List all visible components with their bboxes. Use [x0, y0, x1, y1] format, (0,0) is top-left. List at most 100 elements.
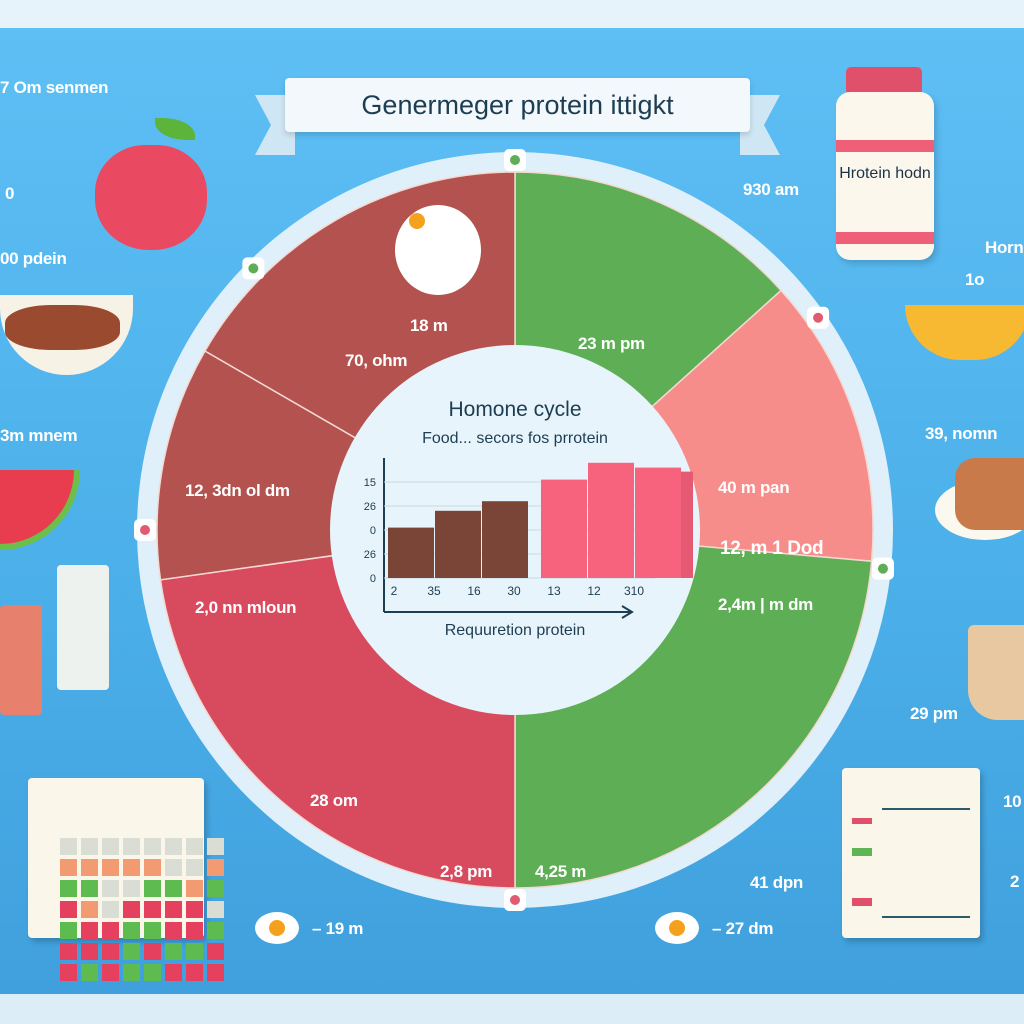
protein-bottle-icon: Hrotein hodn: [836, 92, 934, 260]
outer-label: 2: [1010, 872, 1020, 891]
x-tick-label: 13: [547, 584, 561, 598]
calendar-cell: [123, 901, 140, 918]
y-tick-label: 0: [370, 525, 376, 537]
calendar-cell: [102, 859, 119, 876]
calendar-cell: [165, 880, 182, 897]
bottom-bar: [0, 994, 1024, 1024]
bar: [482, 501, 528, 578]
y-tick-label: 0: [370, 573, 376, 585]
calendar-cell: [207, 838, 224, 855]
calendar-cell: [207, 943, 224, 960]
y-tick-label: 15: [364, 477, 376, 489]
bar: [635, 467, 681, 578]
wheel-marker-dot: [248, 263, 259, 274]
wedge-label: 40 m pan: [718, 478, 790, 497]
calendar-cell: [207, 922, 224, 939]
calendar-cell: [123, 838, 140, 855]
outer-label: 39, nomn: [925, 424, 998, 443]
calendar-cell: [102, 838, 119, 855]
x-tick-label: 35: [427, 584, 441, 598]
outer-label: – 19 m: [312, 919, 364, 938]
calendar-cell: [60, 922, 77, 939]
calendar-cell: [186, 964, 203, 981]
calendar-cell: [123, 859, 140, 876]
calendar-cell: [123, 922, 140, 939]
bar: [588, 462, 634, 578]
outer-label: 0: [5, 184, 15, 203]
calendar-cell: [81, 943, 98, 960]
calendar-cell: [60, 838, 77, 855]
calendar-cell: [81, 964, 98, 981]
x-tick-label: 12: [587, 584, 601, 598]
calendar-cell: [207, 880, 224, 897]
calendar-cell: [186, 943, 203, 960]
wheel-marker-dot: [813, 312, 824, 323]
x-tick-label: 2: [391, 584, 398, 598]
outer-label: 1o: [965, 270, 985, 289]
x-tick-label: 310: [624, 584, 644, 598]
bar: [541, 479, 587, 578]
calendar-right-icon: [842, 768, 980, 938]
leaf-icon: [155, 118, 195, 140]
calendar-cell: [165, 838, 182, 855]
jar-icon: [0, 605, 42, 715]
calendar-cell: [123, 880, 140, 897]
calendar-cell: [186, 922, 203, 939]
milk-glass-icon: [57, 565, 109, 690]
calendar-cell: [144, 943, 161, 960]
calendar-cell: [144, 859, 161, 876]
wedge-label: 2,0 nn mloun: [195, 598, 297, 617]
y-tick-label: 26: [364, 501, 376, 513]
calendar-cell: [60, 880, 77, 897]
bottle-cap: [846, 67, 922, 95]
calendar-cell: [207, 859, 224, 876]
calendar-cell: [81, 859, 98, 876]
bread-slice-icon: [955, 458, 1024, 530]
calendar-cell: [186, 859, 203, 876]
calendar-cell: [186, 838, 203, 855]
calendar-cell: [102, 943, 119, 960]
bar: [388, 527, 434, 578]
calendar-cell: [102, 901, 119, 918]
calendar-cell: [81, 838, 98, 855]
egg-icon: [655, 912, 699, 944]
outer-label: 29 pm: [910, 704, 958, 723]
calendar-cell: [60, 964, 77, 981]
apple-icon: [95, 145, 207, 250]
bottle-label: Hrotein hodn: [839, 165, 931, 182]
bar-side: [681, 471, 693, 578]
wedge-label: 12, m 1 Dod: [720, 538, 824, 559]
wheel-marker-dot: [140, 525, 150, 535]
outer-label: Horn: [985, 238, 1024, 257]
calendar-cell: [60, 859, 77, 876]
x-tick-label: 30: [507, 584, 521, 598]
calendar-cell: [165, 964, 182, 981]
bar: [435, 510, 481, 578]
calendar-cell: [165, 922, 182, 939]
outer-label: 3m mnem: [0, 426, 78, 445]
chart-x-label: Requuretion protein: [444, 622, 586, 639]
calendar-cell: [207, 964, 224, 981]
calendar-cell: [144, 964, 161, 981]
calendar-cell: [186, 880, 203, 897]
x-tick-label: 16: [467, 584, 481, 598]
fried-egg-icon: [395, 205, 481, 295]
wedge-label: 2,4m | m dm: [718, 595, 813, 614]
chart-subtitle: Food... secors fos prrotein: [422, 430, 608, 447]
outer-label: 930 am: [743, 180, 799, 199]
wedge-label: 28 om: [310, 791, 358, 810]
calendar-cell: [123, 943, 140, 960]
outer-label: 10: [1003, 792, 1022, 811]
wedge-label: 4,25 m: [535, 862, 587, 881]
calendar-cell: [60, 943, 77, 960]
chart-title: Homone cycle: [448, 398, 582, 421]
calendar-cell: [123, 964, 140, 981]
calendar-cell: [102, 964, 119, 981]
wheel-marker-dot: [877, 563, 888, 574]
calendar-cell: [102, 880, 119, 897]
calendar-cell: [144, 901, 161, 918]
wedge-label: 18 m: [410, 316, 448, 335]
wedge-label: 2,8 pm: [440, 862, 493, 881]
calendar-cell: [144, 922, 161, 939]
